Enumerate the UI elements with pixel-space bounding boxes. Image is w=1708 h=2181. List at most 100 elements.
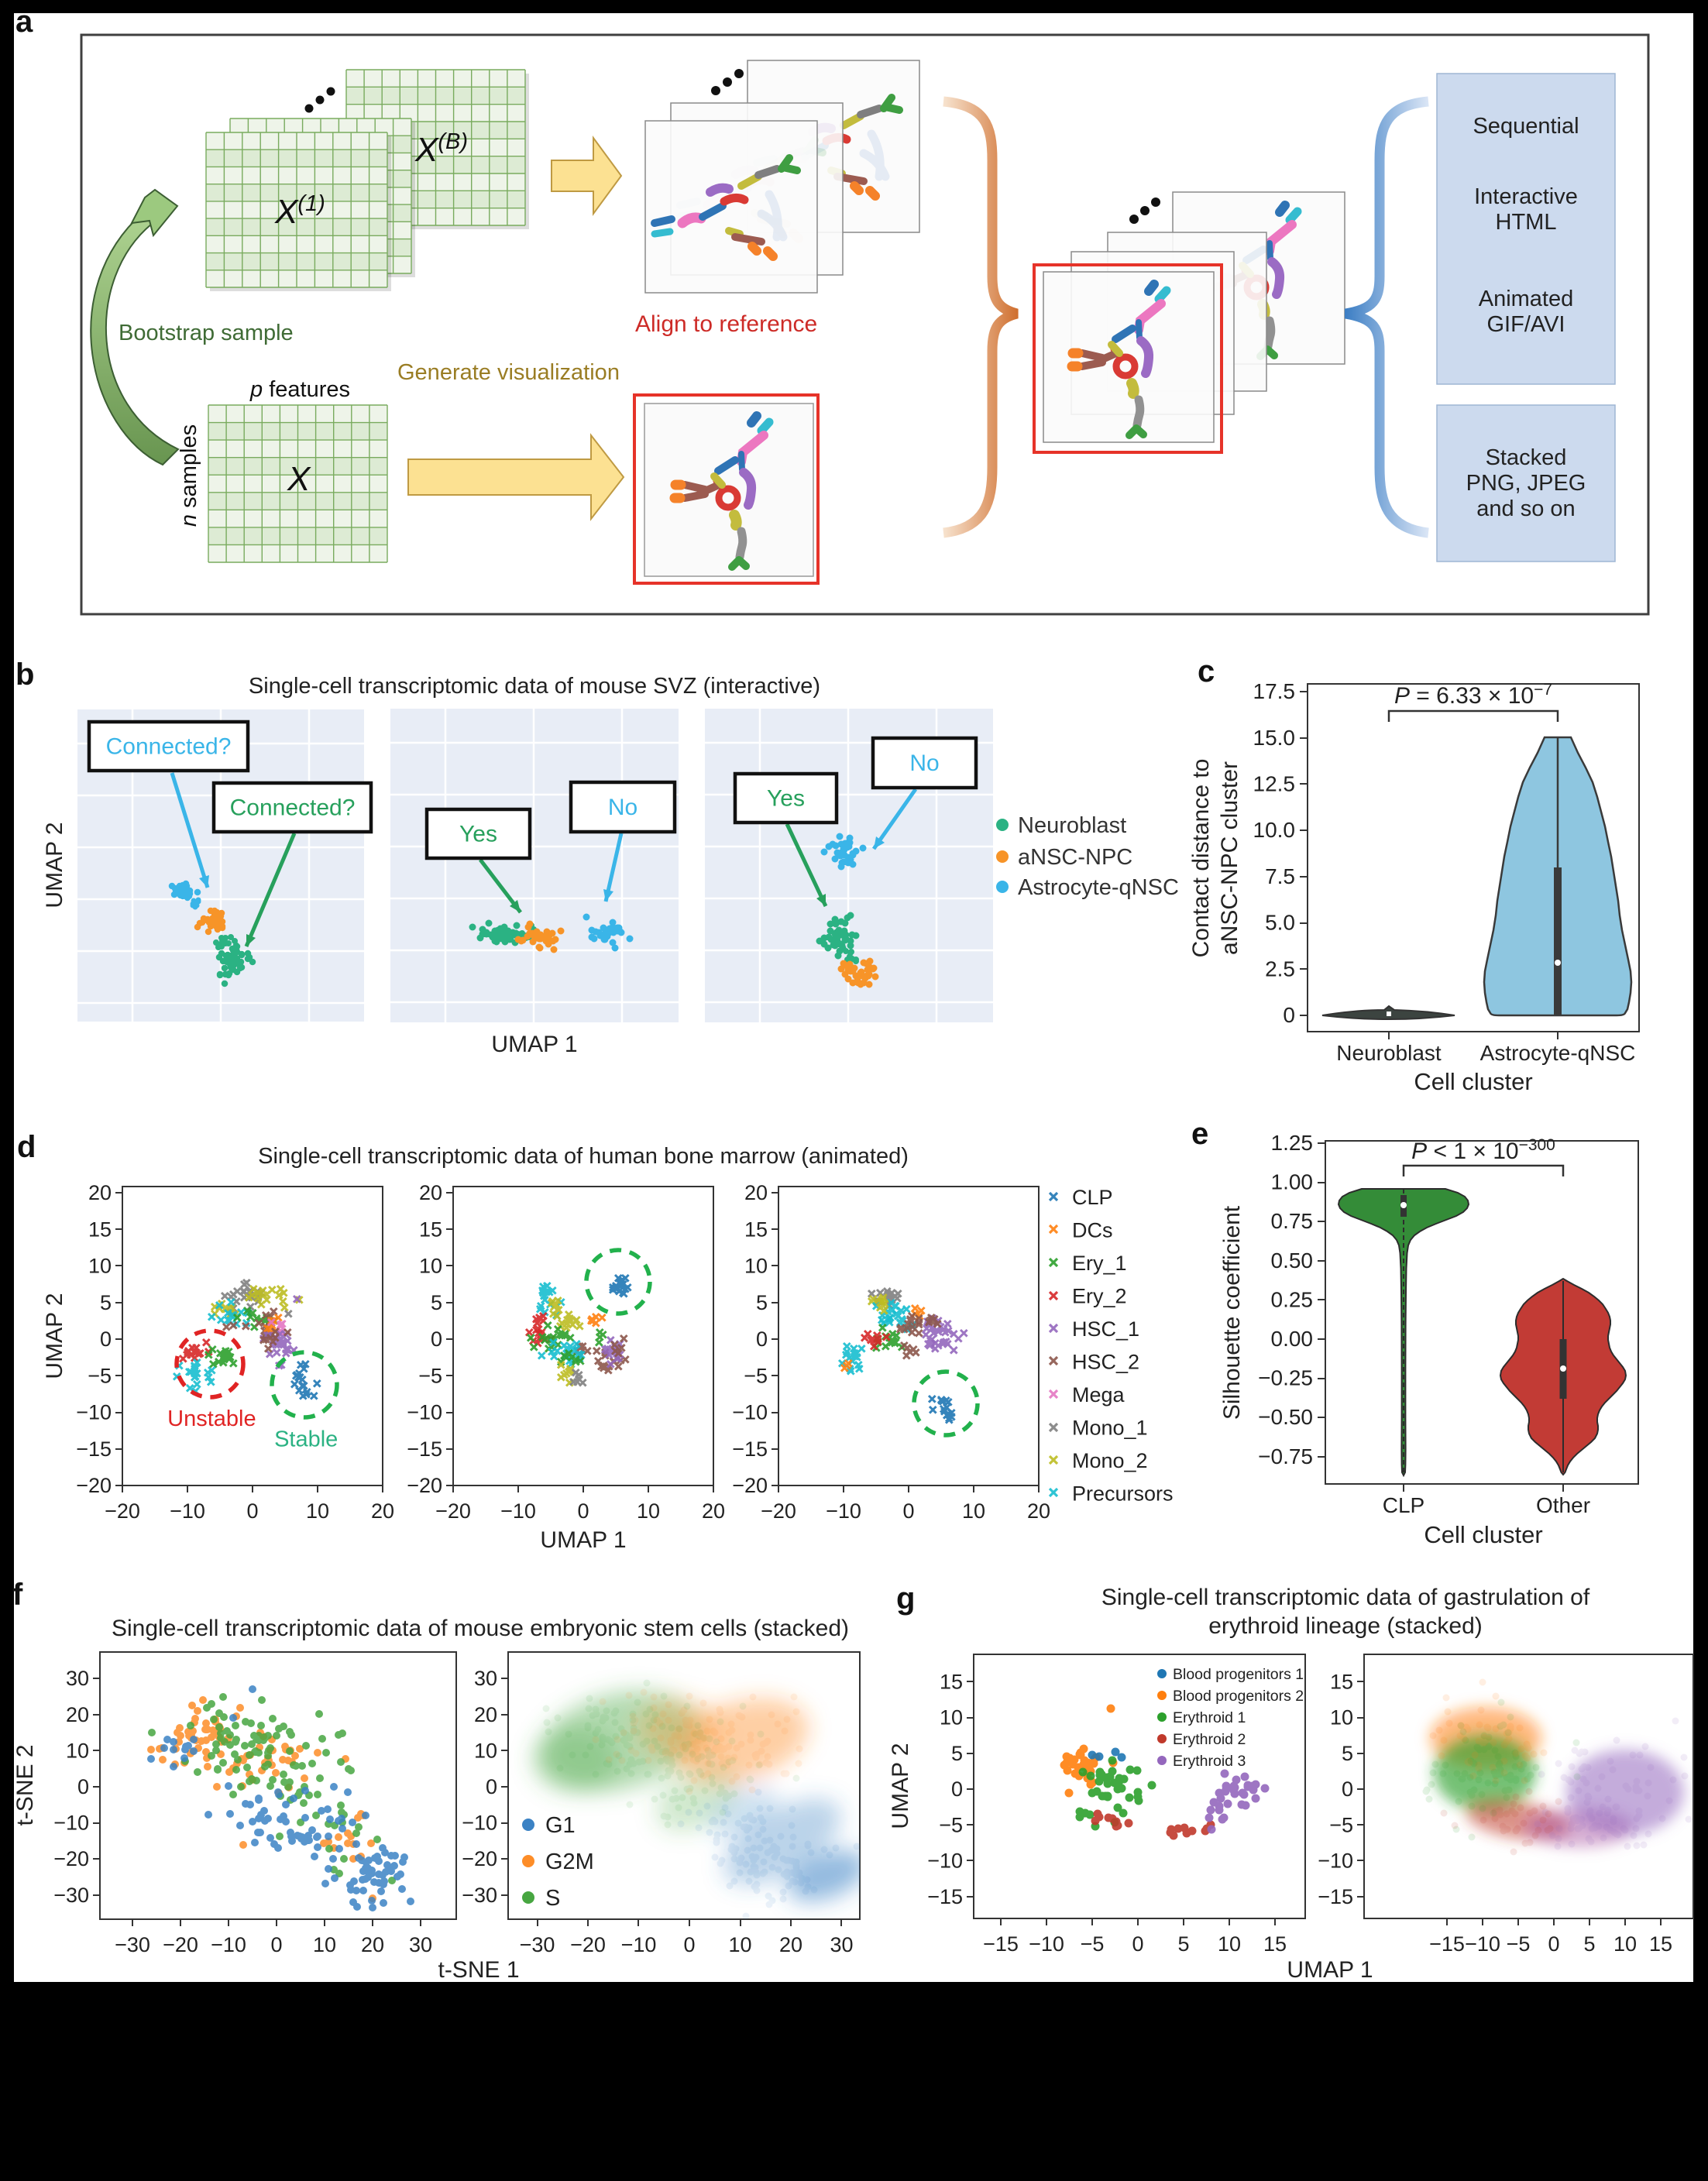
svg-text:n samples: n samples (177, 424, 201, 527)
svg-text:−0.50: −0.50 (1258, 1405, 1313, 1429)
svg-text:P = 6.33 × 10−7: P = 6.33 × 10−7 (1394, 681, 1552, 709)
svg-text:−30: −30 (462, 1884, 497, 1907)
svg-text:−10: −10 (500, 1499, 536, 1523)
svg-text:−10: −10 (211, 1933, 246, 1956)
svg-text:UMAP 2: UMAP 2 (42, 822, 67, 908)
svg-text:0: 0 (1548, 1932, 1559, 1956)
svg-text:20: 20 (88, 1181, 112, 1204)
svg-text:−20: −20 (53, 1847, 89, 1870)
svg-text:−30: −30 (115, 1933, 150, 1956)
svg-text:No: No (909, 750, 939, 776)
svg-text:Ery_1: Ery_1 (1072, 1252, 1127, 1275)
svg-text:−20: −20 (435, 1499, 471, 1523)
svg-text:0: 0 (100, 1327, 112, 1351)
svg-text:Precursors: Precursors (1072, 1482, 1174, 1506)
svg-text:1.25: 1.25 (1271, 1131, 1314, 1155)
svg-text:aNSC-NPC: aNSC-NPC (1018, 845, 1132, 870)
svg-text:No: No (608, 795, 637, 820)
svg-text:Erythroid 1: Erythroid 1 (1173, 1709, 1246, 1726)
svg-text:P < 1 × 10−300: P < 1 × 10−300 (1411, 1136, 1555, 1164)
svg-text:15: 15 (940, 1670, 963, 1693)
svg-text:−20: −20 (163, 1933, 198, 1956)
svg-text:Other: Other (1536, 1493, 1590, 1517)
svg-text:−10: −10 (826, 1499, 861, 1523)
svg-text:20: 20 (66, 1703, 89, 1726)
svg-text:DCs: DCs (1072, 1219, 1113, 1242)
svg-text:20: 20 (361, 1933, 384, 1956)
svg-text:0.00: 0.00 (1271, 1327, 1314, 1351)
svg-text:20: 20 (371, 1499, 394, 1523)
svg-text:10: 10 (1218, 1932, 1241, 1956)
svg-text:Connected?: Connected? (230, 795, 356, 821)
svg-text:−20: −20 (570, 1933, 606, 1956)
svg-text:g: g (896, 1582, 915, 1616)
svg-text:0: 0 (902, 1499, 914, 1523)
svg-text:−5: −5 (1507, 1932, 1531, 1956)
svg-text:f: f (12, 1578, 23, 1612)
svg-text:e: e (1191, 1117, 1208, 1151)
svg-text:−20: −20 (462, 1847, 497, 1870)
svg-text:Yes: Yes (459, 822, 497, 847)
svg-text:and so on: and so on (1476, 496, 1575, 521)
svg-text:10: 10 (962, 1499, 985, 1523)
svg-text:−15: −15 (76, 1437, 112, 1461)
svg-text:−20: −20 (407, 1474, 442, 1497)
svg-text:10: 10 (474, 1739, 497, 1762)
svg-text:−5: −5 (88, 1364, 112, 1387)
svg-text:−5: −5 (1081, 1932, 1105, 1956)
svg-text:p features: p features (249, 377, 350, 402)
svg-text:Neuroblast: Neuroblast (1336, 1041, 1442, 1065)
svg-text:30: 30 (830, 1933, 853, 1956)
svg-text:−15: −15 (927, 1885, 963, 1908)
svg-text:30: 30 (474, 1667, 497, 1690)
svg-text:−30: −30 (53, 1884, 89, 1907)
svg-text:−10: −10 (1029, 1932, 1064, 1956)
svg-text:12.5: 12.5 (1253, 772, 1296, 796)
svg-text:−10: −10 (407, 1401, 442, 1424)
svg-text:X: X (287, 460, 311, 498)
svg-text:Animated: Animated (1479, 287, 1574, 311)
svg-text:15: 15 (1263, 1932, 1287, 1956)
svg-text:10: 10 (637, 1499, 660, 1523)
svg-text:20: 20 (474, 1703, 497, 1726)
svg-text:30: 30 (66, 1667, 89, 1690)
svg-text:5: 5 (431, 1291, 442, 1314)
svg-text:−10: −10 (462, 1812, 497, 1835)
svg-text:d: d (17, 1130, 36, 1164)
svg-text:−5: −5 (744, 1364, 768, 1387)
svg-text:−10: −10 (53, 1812, 89, 1835)
svg-text:1.00: 1.00 (1271, 1170, 1314, 1194)
svg-text:−20: −20 (76, 1474, 112, 1497)
svg-text:UMAP 2: UMAP 2 (42, 1293, 67, 1379)
svg-text:CLP: CLP (1383, 1493, 1424, 1517)
svg-text:c: c (1198, 654, 1215, 689)
svg-text:−5: −5 (939, 1813, 963, 1836)
svg-text:0.50: 0.50 (1271, 1248, 1314, 1273)
svg-text:Single-cell transcriptomic dat: Single-cell transcriptomic data of human… (258, 1144, 909, 1169)
svg-text:−10: −10 (927, 1850, 963, 1873)
svg-text:5: 5 (1583, 1932, 1595, 1956)
svg-text:15.0: 15.0 (1253, 726, 1296, 750)
svg-text:20: 20 (419, 1181, 442, 1204)
svg-text:5: 5 (100, 1291, 112, 1314)
svg-text:15: 15 (1649, 1932, 1672, 1956)
svg-text:Neuroblast: Neuroblast (1018, 813, 1126, 838)
svg-text:0: 0 (1132, 1932, 1143, 1956)
svg-text:30: 30 (409, 1933, 432, 1956)
svg-text:15: 15 (1330, 1670, 1353, 1693)
svg-text:−0.25: −0.25 (1258, 1366, 1313, 1390)
svg-text:Erythroid 2: Erythroid 2 (1173, 1731, 1246, 1748)
svg-text:10: 10 (744, 1255, 768, 1278)
svg-text:Mega: Mega (1072, 1383, 1125, 1406)
svg-text:10: 10 (313, 1933, 336, 1956)
svg-text:Mono_2: Mono_2 (1072, 1449, 1148, 1472)
svg-text:5.0: 5.0 (1265, 911, 1295, 935)
svg-text:UMAP 1: UMAP 1 (491, 1032, 577, 1057)
svg-text:Bootstrap sample: Bootstrap sample (119, 321, 294, 345)
svg-text:0: 0 (270, 1933, 282, 1956)
svg-text:Sequential: Sequential (1473, 114, 1579, 139)
svg-text:t-SNE 2: t-SNE 2 (12, 1744, 38, 1826)
svg-text:−20: −20 (732, 1474, 768, 1497)
svg-text:−15: −15 (1429, 1932, 1465, 1956)
svg-text:UMAP 2: UMAP 2 (888, 1743, 913, 1829)
